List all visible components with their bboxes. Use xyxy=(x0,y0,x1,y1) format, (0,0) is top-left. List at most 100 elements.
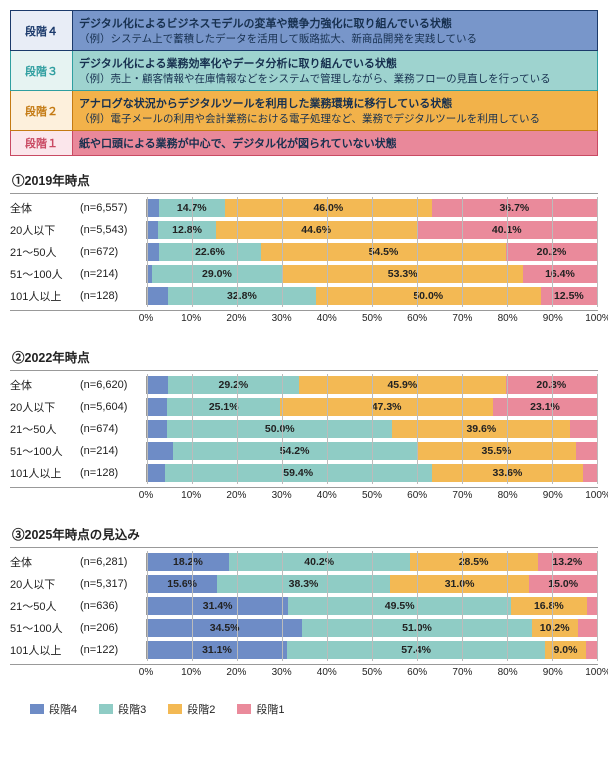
bar-segment: 10.2% xyxy=(532,619,578,637)
row-n: (n=128) xyxy=(80,467,146,479)
axis-tick: 10% xyxy=(181,667,201,678)
bar-wrap: 18.2%40.2%28.5%13.2% xyxy=(146,553,598,571)
bar-wrap: 31.4%49.5%16.8% xyxy=(146,597,598,615)
bar-segment xyxy=(147,420,167,438)
row-n: (n=6,620) xyxy=(80,379,146,391)
row-category: 51～100人 xyxy=(10,620,80,636)
bar-segment: 28.5% xyxy=(410,553,538,571)
axis-tick: 60% xyxy=(407,313,427,324)
bar-segment xyxy=(147,243,159,261)
bar-segment: 25.1% xyxy=(167,398,280,416)
chart-row: 全体(n=6,620)29.2%45.9%20.3% xyxy=(10,374,598,396)
bar-segment xyxy=(578,619,597,637)
bar-segment: 31.1% xyxy=(147,641,287,659)
bar-wrap: 54.2%35.5% xyxy=(146,442,598,460)
axis-tick: 90% xyxy=(543,313,563,324)
chart-title: ②2022年時点 xyxy=(12,347,598,366)
bar-segment: 50.0% xyxy=(167,420,392,438)
legend-item: 段階2 xyxy=(168,701,215,717)
axis-tick: 30% xyxy=(272,490,292,501)
stage-label: 段階１ xyxy=(11,131,73,156)
axis-tick: 60% xyxy=(407,490,427,501)
row-category: 21～50人 xyxy=(10,598,80,614)
bar-segment: 15.6% xyxy=(147,575,217,593)
bar-segment: 49.5% xyxy=(288,597,511,615)
axis-tick: 70% xyxy=(452,667,472,678)
bar-segment xyxy=(147,376,168,394)
axis-tick: 30% xyxy=(272,667,292,678)
axis-tick: 70% xyxy=(452,313,472,324)
bar-segment xyxy=(147,221,158,239)
row-n: (n=672) xyxy=(80,246,146,258)
stage-definition-table: 段階４デジタル化によるビジネスモデルの変革や競争力強化に取り組んでいる状態（例）… xyxy=(10,10,598,156)
bar-wrap: 25.1%47.3%23.1% xyxy=(146,398,598,416)
chart-row: 101人以上(n=128)59.4%33.6% xyxy=(10,462,598,484)
stage-desc: 紙や口頭による業務が中心で、デジタル化が図られていない状態 xyxy=(73,131,598,156)
bar-segment: 31.4% xyxy=(147,597,288,615)
row-category: 20人以下 xyxy=(10,222,80,238)
axis-tick: 60% xyxy=(407,667,427,678)
chart-row: 全体(n=6,281)18.2%40.2%28.5%13.2% xyxy=(10,551,598,573)
axis-tick: 40% xyxy=(317,667,337,678)
bar-segment: 18.2% xyxy=(147,553,229,571)
axis-tick: 50% xyxy=(362,667,382,678)
bar-wrap: 14.7%46.0%36.7% xyxy=(146,199,598,217)
charts-container: ①2019年時点全体(n=6,557)14.7%46.0%36.7%20人以下(… xyxy=(10,170,598,683)
bars-area: 全体(n=6,620)29.2%45.9%20.3%20人以下(n=5,604)… xyxy=(10,370,598,488)
bar-segment xyxy=(147,442,173,460)
bar-wrap: 59.4%33.6% xyxy=(146,464,598,482)
row-category: 101人以上 xyxy=(10,465,80,481)
bars-area: 全体(n=6,281)18.2%40.2%28.5%13.2%20人以下(n=5… xyxy=(10,547,598,665)
row-category: 全体 xyxy=(10,554,80,570)
axis-tick: 30% xyxy=(272,313,292,324)
legend-label: 段階4 xyxy=(49,701,77,717)
chart-row: 20人以下(n=5,317)15.6%38.3%31.0%15.0% xyxy=(10,573,598,595)
bar-segment: 22.6% xyxy=(159,243,261,261)
axis-tick: 50% xyxy=(362,313,382,324)
bar-segment: 23.1% xyxy=(493,398,597,416)
chart-row: 51～100人(n=206)34.5%51.0%10.2% xyxy=(10,617,598,639)
stage-label: 段階４ xyxy=(11,11,73,51)
legend-swatch xyxy=(237,704,251,714)
legend-label: 段階2 xyxy=(187,701,215,717)
row-n: (n=6,557) xyxy=(80,202,146,214)
bar-segment: 53.3% xyxy=(282,265,523,283)
stage-label: 段階３ xyxy=(11,51,73,91)
bar-segment: 29.0% xyxy=(152,265,283,283)
bar-segment xyxy=(586,641,597,659)
bar-wrap: 50.0%39.6% xyxy=(146,420,598,438)
bar-segment xyxy=(587,597,597,615)
bar-segment: 12.8% xyxy=(158,221,216,239)
bar-segment: 16.8% xyxy=(511,597,587,615)
chart-row: 21～50人(n=636)31.4%49.5%16.8% xyxy=(10,595,598,617)
row-category: 21～50人 xyxy=(10,421,80,437)
bar-segment xyxy=(576,442,597,460)
bar-wrap: 34.5%51.0%10.2% xyxy=(146,619,598,637)
axis-tick: 80% xyxy=(498,313,518,324)
x-axis: 0%10%20%30%40%50%60%70%80%90%100% xyxy=(146,490,598,506)
bar-segment: 59.4% xyxy=(165,464,432,482)
row-n: (n=5,317) xyxy=(80,578,146,590)
bar-segment: 36.7% xyxy=(432,199,597,217)
chart-block: ①2019年時点全体(n=6,557)14.7%46.0%36.7%20人以下(… xyxy=(10,170,598,329)
bar-segment xyxy=(147,398,167,416)
axis-tick: 100% xyxy=(585,490,608,501)
row-n: (n=214) xyxy=(80,268,146,280)
bar-segment: 45.9% xyxy=(299,376,506,394)
bar-segment: 44.6% xyxy=(216,221,417,239)
x-axis: 0%10%20%30%40%50%60%70%80%90%100% xyxy=(146,313,598,329)
row-category: 21～50人 xyxy=(10,244,80,260)
chart-row: 20人以下(n=5,604)25.1%47.3%23.1% xyxy=(10,396,598,418)
bar-segment: 39.6% xyxy=(392,420,570,438)
bar-segment: 38.3% xyxy=(217,575,390,593)
x-axis: 0%10%20%30%40%50%60%70%80%90%100% xyxy=(146,667,598,683)
chart-block: ③2025年時点の見込み全体(n=6,281)18.2%40.2%28.5%13… xyxy=(10,524,598,683)
axis-tick: 10% xyxy=(181,313,201,324)
chart-row: 51～100人(n=214)54.2%35.5% xyxy=(10,440,598,462)
bar-segment xyxy=(583,464,597,482)
row-category: 51～100人 xyxy=(10,443,80,459)
axis-tick: 20% xyxy=(226,667,246,678)
bar-wrap: 29.0%53.3%16.4% xyxy=(146,265,598,283)
bar-segment: 40.2% xyxy=(229,553,410,571)
bars-area: 全体(n=6,557)14.7%46.0%36.7%20人以下(n=5,543)… xyxy=(10,193,598,311)
